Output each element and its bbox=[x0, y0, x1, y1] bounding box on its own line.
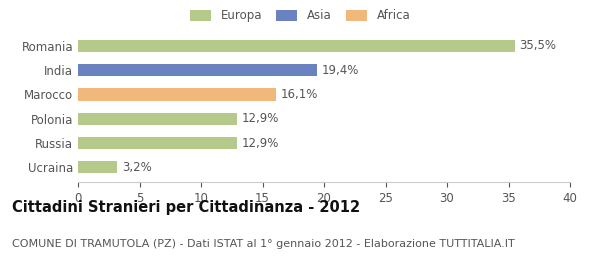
Text: 12,9%: 12,9% bbox=[242, 136, 279, 149]
Text: 12,9%: 12,9% bbox=[242, 112, 279, 125]
Legend: Europa, Asia, Africa: Europa, Asia, Africa bbox=[186, 6, 414, 26]
Bar bbox=[78, 137, 236, 149]
Bar bbox=[78, 40, 515, 52]
Text: 3,2%: 3,2% bbox=[122, 161, 152, 174]
Text: 35,5%: 35,5% bbox=[520, 39, 557, 52]
Text: 19,4%: 19,4% bbox=[322, 64, 359, 77]
Bar bbox=[78, 161, 118, 173]
Bar bbox=[78, 88, 276, 101]
Text: Cittadini Stranieri per Cittadinanza - 2012: Cittadini Stranieri per Cittadinanza - 2… bbox=[12, 200, 360, 215]
Bar bbox=[78, 64, 317, 76]
Text: COMUNE DI TRAMUTOLA (PZ) - Dati ISTAT al 1° gennaio 2012 - Elaborazione TUTTITAL: COMUNE DI TRAMUTOLA (PZ) - Dati ISTAT al… bbox=[12, 239, 515, 249]
Bar bbox=[78, 113, 236, 125]
Text: 16,1%: 16,1% bbox=[281, 88, 319, 101]
